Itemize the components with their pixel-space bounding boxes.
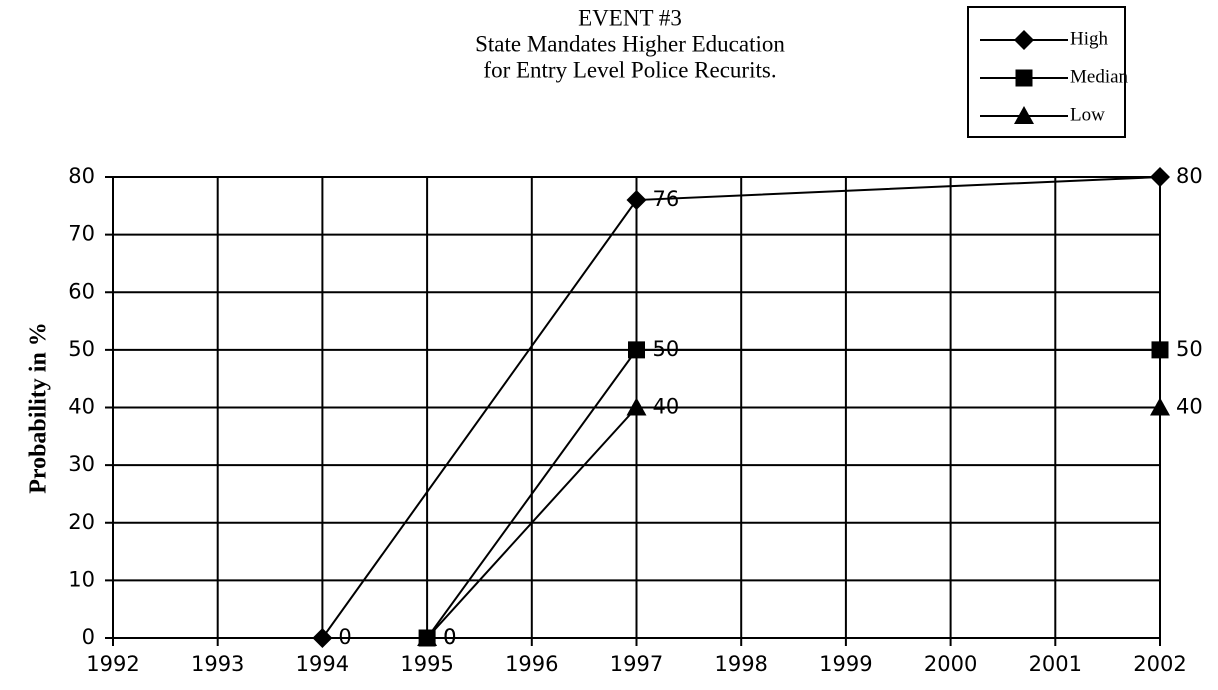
x-tick-label: 2001 <box>1029 652 1082 676</box>
x-tick-label: 1997 <box>610 652 663 676</box>
y-tick-label: 0 <box>82 625 95 649</box>
data-label: 40 <box>653 395 680 419</box>
marker <box>1151 341 1169 359</box>
data-label: 0 <box>443 625 456 649</box>
x-tick-label: 1998 <box>714 652 767 676</box>
y-tick-label: 50 <box>68 337 95 361</box>
legend-label: Low <box>1070 104 1105 125</box>
x-tick-label: 1995 <box>400 652 453 676</box>
y-tick-label: 60 <box>68 279 95 303</box>
x-tick-label: 2002 <box>1133 652 1186 676</box>
data-label: 50 <box>653 337 680 361</box>
y-axis-label: Probability in % <box>26 322 52 494</box>
chart-title: EVENT #3 <box>578 5 682 30</box>
x-tick-label: 1994 <box>296 652 349 676</box>
y-tick-label: 70 <box>68 222 95 246</box>
marker <box>1014 30 1034 50</box>
marker <box>1015 69 1033 87</box>
marker <box>628 341 645 359</box>
marker <box>1150 397 1170 416</box>
marker <box>312 628 333 648</box>
y-tick-label: 30 <box>68 452 95 476</box>
chart-title: State Mandates Higher Education <box>475 31 785 56</box>
marker <box>1014 106 1034 124</box>
y-tick-label: 20 <box>68 510 95 534</box>
x-tick-label: 1993 <box>191 652 244 676</box>
y-tick-label: 40 <box>68 395 95 419</box>
series-line <box>426 348 1160 639</box>
data-label: 0 <box>443 625 456 649</box>
x-tick-label: 2000 <box>924 652 977 676</box>
chart-title: for Entry Level Police Recurits. <box>483 57 776 82</box>
x-tick-label: 1992 <box>86 652 139 676</box>
legend-label: High <box>1070 28 1109 49</box>
marker <box>626 190 647 211</box>
marker <box>626 397 647 416</box>
data-label: 40 <box>1176 395 1203 419</box>
y-tick-label: 10 <box>68 567 95 591</box>
data-label: 50 <box>1176 337 1203 361</box>
x-tick-label: 1996 <box>505 652 558 676</box>
data-label: 80 <box>1176 164 1203 188</box>
x-tick-label: 1999 <box>819 652 872 676</box>
data-label: 0 <box>338 625 351 649</box>
legend-box <box>967 6 1126 138</box>
y-tick-label: 80 <box>68 164 95 188</box>
marker <box>417 628 438 646</box>
data-label: 76 <box>653 187 680 211</box>
marker <box>1150 167 1170 187</box>
legend-label: Median <box>1070 66 1129 87</box>
